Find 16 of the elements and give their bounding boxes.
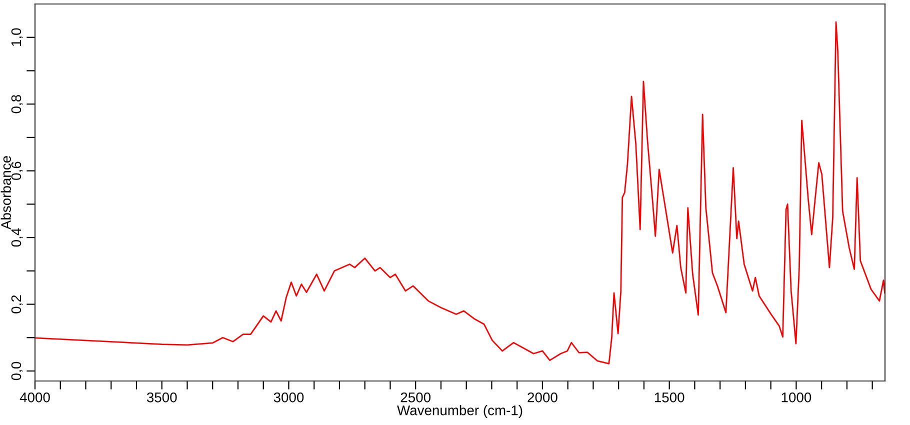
x-tick-label: 2000: [528, 392, 558, 402]
y-tick-label: 0,4: [11, 228, 23, 247]
y-tick-label: 0,0: [11, 362, 23, 380]
x-tick-label: 2500: [400, 392, 431, 402]
y-tick-label: 1,0: [11, 28, 23, 46]
y-axis-title: Absorbance: [0, 156, 11, 230]
y-tick-label: 0,8: [11, 95, 23, 114]
x-tick-label: 3500: [146, 392, 177, 402]
x-axis-title: Wavenumber (cm-1): [397, 405, 522, 418]
line-series: [35, 21, 885, 364]
x-tick-label: 1500: [654, 392, 684, 402]
x-tick-label: 1000: [782, 392, 812, 402]
y-tick-label: 0,2: [11, 295, 23, 314]
x-tick-label: 4000: [20, 392, 50, 402]
y-tick-label: 0,6: [11, 162, 23, 180]
x-tick-label: 3000: [274, 392, 304, 402]
